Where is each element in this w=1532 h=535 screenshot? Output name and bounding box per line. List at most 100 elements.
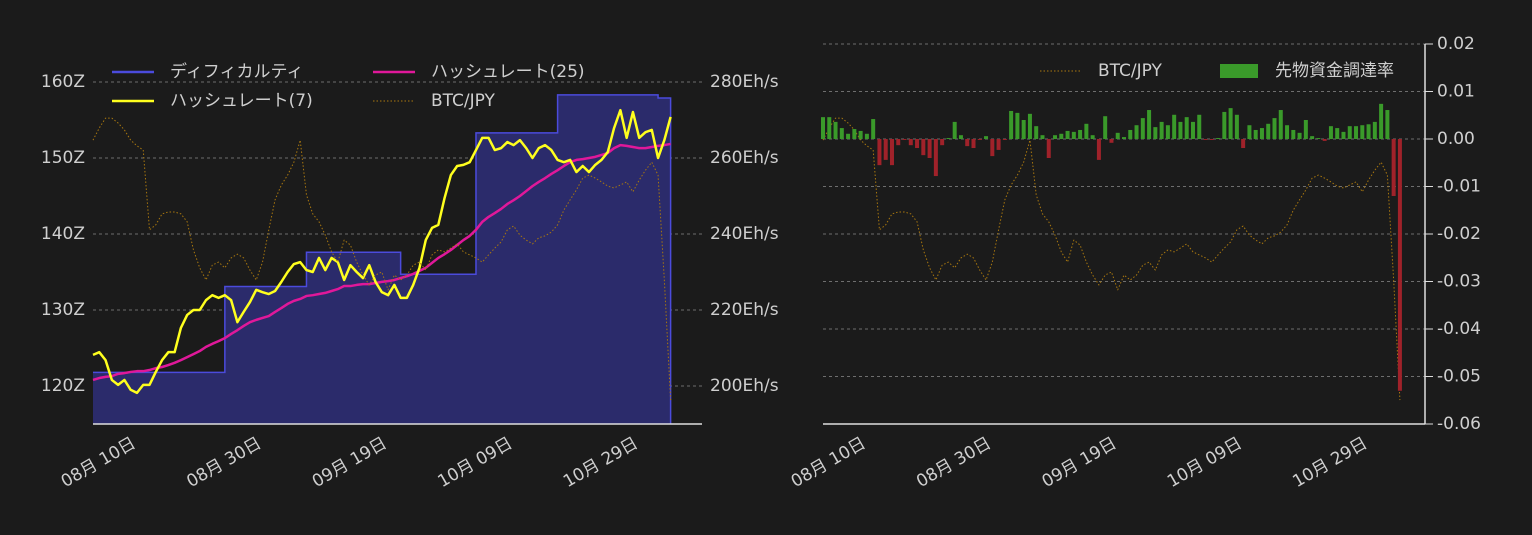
y-tick-label: 150Z [41,148,85,168]
bar [1053,135,1058,139]
legend-label: BTC/JPY [1098,61,1163,81]
line [92,108,672,395]
bar [1278,110,1283,139]
bar [946,138,951,139]
line [822,117,1401,401]
legend-swatch [1220,64,1258,78]
bar [1209,139,1214,140]
bar [902,139,907,140]
x-tick-label: 10月 09日 [434,433,516,492]
bar [1259,128,1264,139]
bar [1291,129,1296,139]
bar [915,139,920,149]
y-tick-label: -0.03 [1437,272,1481,292]
bar [1034,126,1039,139]
bar [839,128,844,139]
bar [952,121,957,139]
bar [1234,114,1239,139]
x-tick-label: 10月 09日 [1164,433,1246,492]
legend-label: ハッシュレート(25) [431,62,585,82]
bar [1103,116,1108,139]
bar [1310,136,1315,139]
bar [1027,113,1032,139]
bar [1322,139,1327,141]
bar [1360,125,1365,139]
bar [1303,120,1308,139]
y2-tick-label: 260Eh/s [710,148,779,168]
bar [1341,131,1346,139]
bar [1316,138,1321,139]
bar [1172,114,1177,139]
x-tick-label: 09月 19日 [309,433,391,492]
bar [1178,121,1183,139]
y-tick-label: 0.02 [1437,34,1475,54]
bar [852,129,857,139]
bar [1335,128,1340,139]
bar [933,139,938,177]
x-tick-label: 09月 19日 [1039,433,1121,492]
bar [1128,129,1133,139]
bar [896,139,901,146]
bar [1059,133,1064,139]
bar [1297,132,1302,139]
bar [1040,135,1045,139]
y-tick-label: 0.00 [1437,129,1475,149]
y-tick-label: -0.06 [1437,414,1481,434]
y-tick-label: 140Z [41,224,85,244]
x-tick-label: 10月 29日 [1289,433,1371,492]
area-fill [93,94,671,425]
bar [1253,129,1258,139]
bar [1222,111,1227,139]
bar [1147,110,1152,139]
bar [927,139,932,158]
bar [921,139,926,156]
y-tick-label: 160Z [41,72,85,92]
x-tick-label: 10月 29日 [560,433,642,492]
y-tick-label: 0.01 [1437,82,1475,102]
bar [965,139,970,147]
bar [883,139,888,160]
bar [1115,132,1120,139]
area-line [93,94,672,424]
legend-label: 先物資金調達率 [1275,61,1394,81]
bar [1078,129,1083,139]
bar [871,119,876,139]
bar [858,130,863,139]
bar [1046,139,1051,158]
bar [1002,139,1007,140]
legend-label: ディフィカルティ [170,61,303,82]
bar [971,139,976,149]
bar [1266,123,1271,139]
bar [1184,117,1189,139]
y2-tick-label: 280Eh/s [710,72,779,92]
bar [1241,139,1246,149]
bar [996,139,1001,150]
bar [1109,139,1114,143]
bar [940,139,945,146]
bar [821,117,825,139]
bar [1134,125,1139,139]
bar [1228,108,1233,139]
line [92,142,671,382]
y-tick-label: -0.04 [1437,319,1481,339]
bar [827,117,832,139]
bar [1065,130,1070,139]
bar [1366,124,1371,139]
y2-tick-label: 240Eh/s [710,224,779,244]
bar [1347,126,1352,139]
bar [1122,137,1126,139]
bar [889,139,894,166]
bar [1009,110,1014,139]
bar [984,136,989,139]
bar [990,139,995,157]
y-tick-label: -0.01 [1437,177,1481,197]
bar [1391,139,1396,196]
legend-label: ハッシュレート(7) [170,91,313,111]
x-tick-label: 08月 30日 [183,433,265,492]
bar [1272,118,1277,139]
bar [1216,138,1221,139]
bar [1021,120,1026,139]
bar [846,133,851,139]
bar [1247,125,1252,139]
